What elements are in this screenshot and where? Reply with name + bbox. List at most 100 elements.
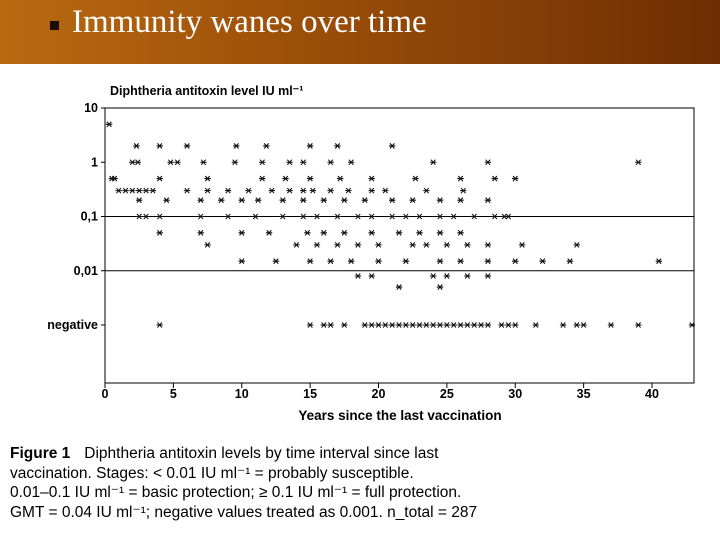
data-point xyxy=(402,322,410,328)
data-point xyxy=(566,258,574,265)
data-point xyxy=(368,187,375,194)
data-point xyxy=(436,213,444,220)
data-point xyxy=(304,229,311,236)
data-point xyxy=(197,229,204,236)
slide-header: Immunity wanes over time xyxy=(0,0,720,64)
data-point xyxy=(464,322,471,328)
data-point xyxy=(395,322,403,328)
data-point xyxy=(607,322,615,328)
data-point xyxy=(518,241,526,248)
data-point xyxy=(341,229,348,236)
data-point xyxy=(327,187,334,194)
data-point xyxy=(471,213,478,220)
data-point xyxy=(498,322,505,328)
data-point xyxy=(300,213,307,220)
x-tick-label: 35 xyxy=(577,387,591,401)
data-point xyxy=(115,187,122,194)
y-tick-label: 0,01 xyxy=(74,264,98,278)
data-point xyxy=(423,322,430,328)
data-point xyxy=(388,322,396,328)
data-point xyxy=(293,241,300,248)
data-point xyxy=(457,322,464,328)
data-point xyxy=(436,322,444,328)
caption-label: Figure 1 xyxy=(10,445,71,462)
data-point xyxy=(491,175,498,182)
data-point xyxy=(457,175,464,182)
data-point xyxy=(135,187,143,194)
data-point xyxy=(443,322,451,328)
data-point xyxy=(430,273,437,279)
data-point xyxy=(197,197,204,204)
data-point xyxy=(655,258,663,265)
data-point xyxy=(430,322,437,328)
data-point xyxy=(354,241,362,248)
data-point xyxy=(133,142,140,149)
caption-line-4: GMT = 0.04 IU ml⁻¹; negative values trea… xyxy=(10,503,478,521)
data-point xyxy=(279,213,286,220)
data-point xyxy=(341,197,348,204)
data-point xyxy=(306,175,314,182)
data-point xyxy=(436,258,444,265)
data-point xyxy=(484,322,492,328)
data-point xyxy=(334,142,341,149)
data-point xyxy=(224,213,232,220)
data-point xyxy=(409,197,416,204)
caption-line-3: 0.01–0.1 IU ml⁻¹ = basic protection; ≥ 0… xyxy=(10,484,462,501)
data-point xyxy=(512,322,519,328)
data-point xyxy=(204,175,211,182)
data-point xyxy=(402,258,410,265)
data-point xyxy=(354,273,362,279)
data-point xyxy=(309,187,317,194)
data-point xyxy=(443,273,451,279)
data-point xyxy=(156,229,163,236)
data-point xyxy=(279,197,286,204)
data-point xyxy=(233,142,240,149)
data-point xyxy=(320,197,327,204)
data-point xyxy=(306,258,314,265)
data-point xyxy=(375,322,382,328)
data-point xyxy=(436,229,444,236)
data-point xyxy=(688,322,696,328)
data-point xyxy=(464,241,471,248)
data-point xyxy=(156,322,163,328)
data-point xyxy=(286,159,293,166)
data-point xyxy=(313,213,321,220)
data-point xyxy=(327,322,334,328)
data-point xyxy=(129,187,136,194)
data-point xyxy=(345,187,352,194)
data-point xyxy=(320,229,327,236)
data-point xyxy=(245,187,252,194)
data-point xyxy=(382,187,389,194)
data-point xyxy=(354,213,362,220)
data-point xyxy=(361,322,369,328)
data-point xyxy=(457,229,464,236)
data-point xyxy=(368,213,375,220)
data-point xyxy=(368,175,375,182)
data-point xyxy=(512,175,519,182)
data-point xyxy=(395,229,403,236)
data-point xyxy=(471,322,478,328)
data-point xyxy=(573,241,580,248)
data-point xyxy=(306,322,314,328)
data-point xyxy=(320,322,327,328)
data-point xyxy=(457,258,464,265)
data-point xyxy=(334,241,341,248)
data-point xyxy=(149,187,157,194)
data-point xyxy=(361,197,369,204)
figure-caption: Figure 1 Diphtheria antitoxin levels by t… xyxy=(10,444,710,522)
data-point xyxy=(423,241,430,248)
data-point xyxy=(477,322,485,328)
x-tick-label: 20 xyxy=(372,387,386,401)
data-point xyxy=(416,322,423,328)
bullet-square-icon xyxy=(50,21,59,30)
data-point xyxy=(460,187,467,194)
data-point xyxy=(368,229,375,236)
y-tick-label: negative xyxy=(47,318,98,332)
y-tick-label: 0,1 xyxy=(81,210,98,224)
y-tick-label: 1 xyxy=(91,155,98,169)
data-point xyxy=(457,197,464,204)
data-point xyxy=(388,142,396,149)
data-point xyxy=(129,159,136,166)
data-point xyxy=(580,322,587,328)
data-point xyxy=(341,322,348,328)
